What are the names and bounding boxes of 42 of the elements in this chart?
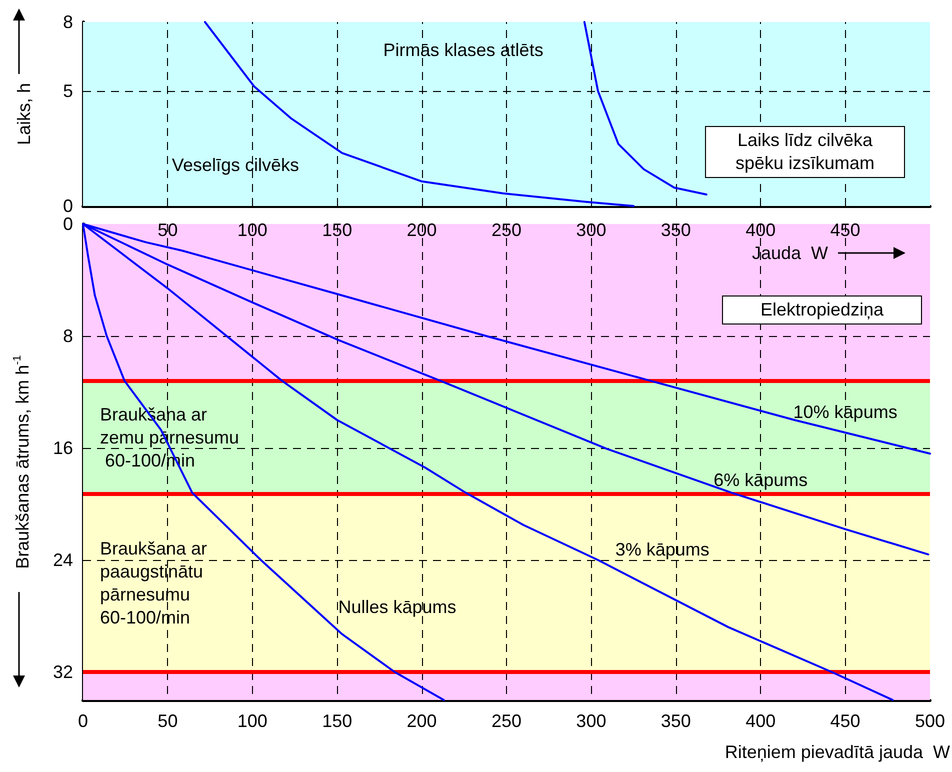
x-axis-title: Riteņiem pievadītā jauda W bbox=[724, 742, 950, 762]
y-tick-label: 8 bbox=[62, 12, 73, 32]
x2-tick-label: 450 bbox=[830, 220, 860, 240]
x2-tick-label: 250 bbox=[491, 220, 522, 240]
x2-tick-label: 350 bbox=[660, 220, 691, 240]
x2-axis-title: Jauda W bbox=[752, 243, 828, 263]
x2-tick-label: 400 bbox=[746, 220, 776, 240]
annotation: 6% kāpums bbox=[714, 470, 808, 490]
y-tick-label: 0 bbox=[62, 196, 73, 216]
y-tick-label: 8 bbox=[62, 326, 73, 346]
y-tick-label: 16 bbox=[52, 438, 73, 458]
y-tick-label: 5 bbox=[62, 81, 73, 101]
y-tick-label: 0 bbox=[62, 214, 73, 234]
x-tick-label: 50 bbox=[158, 711, 178, 731]
x2-tick-label: 100 bbox=[237, 220, 268, 240]
x-tick-label: 500 bbox=[914, 711, 946, 731]
text-box: Elektropiedziņa bbox=[722, 296, 922, 324]
annotation: Pirmās klases atlēts bbox=[383, 40, 544, 60]
line-series bbox=[583, 21, 708, 196]
x-tick-label: 150 bbox=[322, 711, 352, 731]
y-axis-title: Braukšanas ātrums, km h-1 bbox=[12, 355, 32, 569]
x2-tick-label: 150 bbox=[322, 220, 352, 240]
text-box: Laiks līdz cilvēka spēku izsīkumam bbox=[705, 126, 905, 178]
y-tick-label: 24 bbox=[52, 550, 73, 570]
annotation: 10% kāpums bbox=[793, 402, 898, 422]
x-tick-label: 100 bbox=[237, 711, 268, 731]
x2-tick-label: 200 bbox=[406, 220, 437, 240]
annotation: Nulles kāpums bbox=[338, 596, 456, 617]
x-tick-label: 350 bbox=[660, 711, 691, 731]
annotation: 3% kāpums bbox=[615, 540, 710, 560]
x-tick-label: 200 bbox=[406, 711, 437, 731]
x-tick-label: 0 bbox=[78, 711, 88, 731]
y-axis-title: Laiks, h bbox=[14, 82, 34, 146]
annotation: Veselīgs cilvēks bbox=[172, 154, 299, 175]
x-tick-label: 400 bbox=[746, 711, 776, 731]
band-label: Braukšana ar paaugstinātu pārnesumu 60-100/min bbox=[100, 538, 212, 628]
x2-tick-label: 300 bbox=[576, 220, 606, 240]
x-tick-label: 450 bbox=[830, 711, 860, 731]
y-tick-label: 32 bbox=[52, 662, 73, 682]
x-tick-label: 300 bbox=[576, 711, 606, 731]
x2-tick-label: 50 bbox=[158, 220, 178, 240]
x-tick-label: 250 bbox=[491, 711, 522, 731]
